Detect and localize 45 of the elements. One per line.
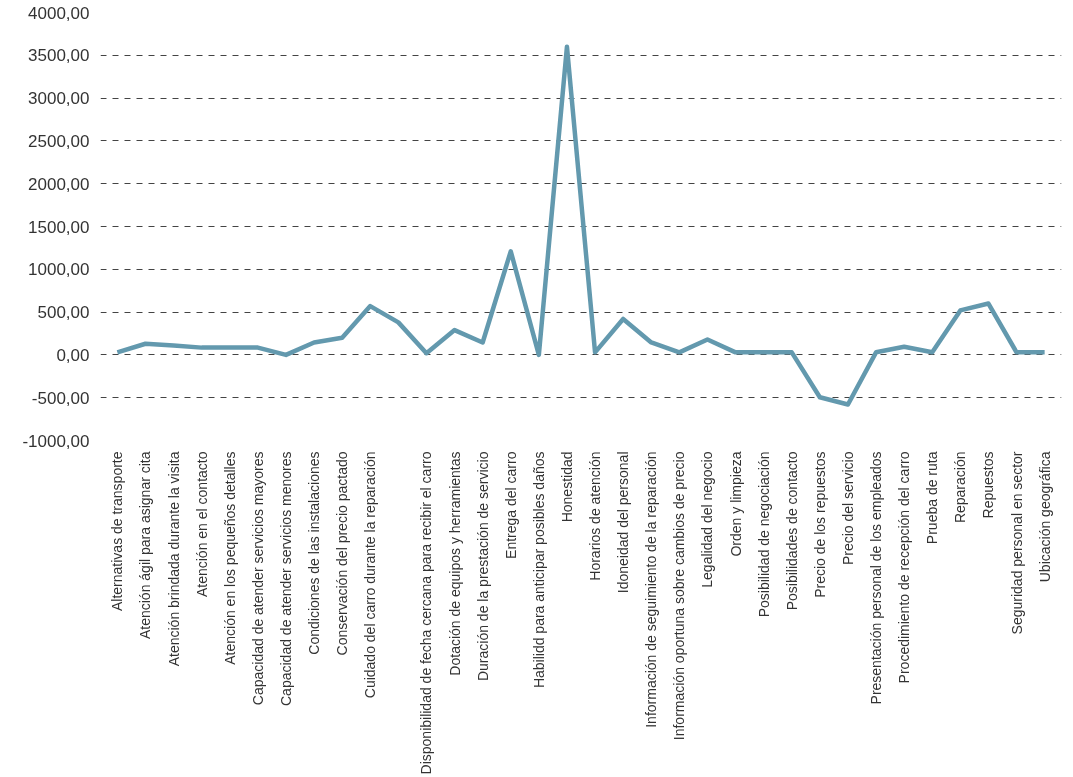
x-tick-label: Información oportuna sobre cambios de precio	[671, 451, 688, 741]
x-tick-label: Entrega del carro	[502, 451, 519, 559]
x-tick-label: Repuestos	[980, 451, 997, 519]
x-tick-label: Procedimiento de recepción del carro	[896, 451, 913, 684]
x-tick-label: Legalidad del negocio	[699, 451, 716, 588]
x-tick-label: Atención en los pequeños detalles	[221, 451, 238, 665]
x-tick-label: Precio del servicio	[839, 451, 856, 566]
x-tick-label: Cuidado del carro durante la reparación	[362, 451, 379, 699]
x-tick-label: Atención ágil para asignar cita	[137, 451, 154, 640]
y-tick-label: 3500,00	[28, 46, 90, 66]
x-tick-label: Posibilidades de contacto	[783, 451, 800, 611]
x-tick-label: Condiciones de las instalaciones	[306, 451, 323, 655]
x-tick-label: Prueba de ruta	[924, 451, 941, 545]
x-tick-label: Dotación de equipos y herramientas	[446, 451, 463, 676]
x-tick-label: Capacidad de atender servicios menores	[277, 451, 294, 706]
x-tick-label: Precio de los repuestos	[811, 451, 828, 598]
line-series	[115, 44, 1047, 407]
x-tick-label: Ubicación geográfica	[1036, 451, 1053, 583]
y-tick-label: 500,00	[37, 303, 90, 323]
x-tick-label: Atención brindada durante la visita	[165, 451, 182, 667]
x-tick-label: Alternativas de transporte	[109, 451, 126, 612]
x-tick-label: Posibilidad de negociación	[755, 451, 772, 618]
x-tick-label: Seguridad personal en sector	[1008, 451, 1025, 635]
x-tick-label: Atención en el contacto	[193, 451, 210, 598]
x-tick-label: Información de seguimiento de la reparación	[643, 451, 660, 728]
y-tick-label: 3000,00	[28, 89, 90, 109]
y-tick-label: -500,00	[31, 388, 90, 408]
y-tick-label: 4000,00	[28, 3, 90, 23]
x-tick-label: Honestidad	[558, 451, 575, 523]
x-tick-label: Orden y limpieza	[727, 451, 744, 557]
y-tick-label: 0,00	[56, 345, 90, 365]
y-tick-label: 1500,00	[28, 217, 90, 237]
x-tick-label: Idoneidad del personal	[615, 451, 632, 594]
y-tick-label: 1000,00	[28, 260, 90, 280]
x-tick-label: Capacidad de atender servicios mayores	[249, 451, 266, 706]
y-tick-label: -1000,00	[22, 431, 90, 451]
x-tick-label: Horarios de atención	[587, 451, 604, 581]
x-tick-label: Conservación del precio pactado	[334, 451, 351, 656]
x-tick-label: Reparación	[952, 451, 969, 524]
x-tick-label: Duración de la prestación de servicio	[474, 451, 491, 682]
y-tick-label: 2500,00	[28, 131, 90, 151]
y-tick-label: 2000,00	[28, 174, 90, 194]
x-tick-label: Habilidd para anticipar posibles daños	[530, 451, 547, 689]
x-tick-label: Presentación personal de los empleados	[868, 451, 885, 705]
x-tick-label: Disponibilidad de fecha cercana para recibir el carro	[418, 451, 435, 775]
